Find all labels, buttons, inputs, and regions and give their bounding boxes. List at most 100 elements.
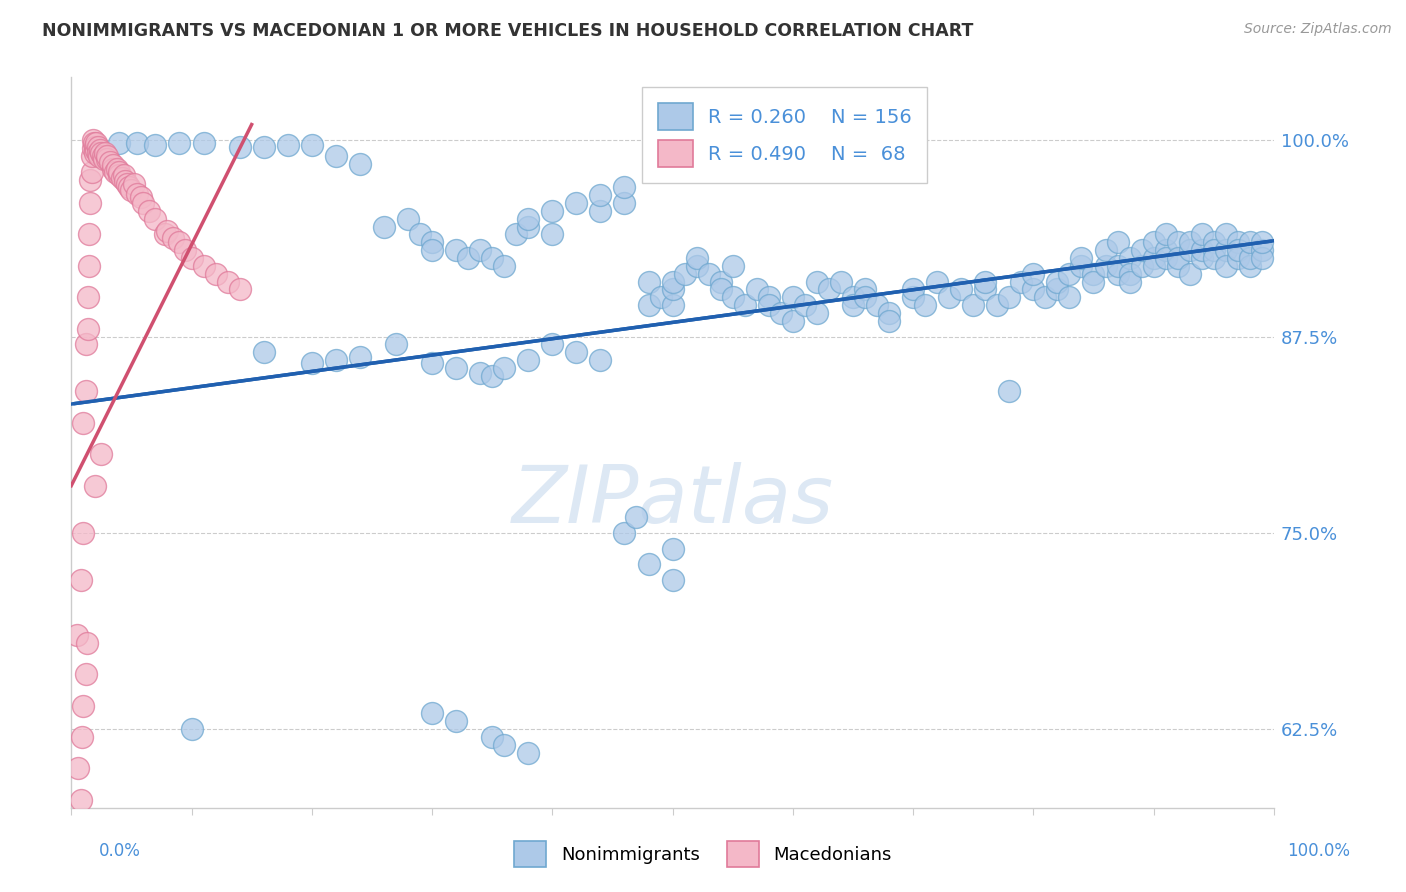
Point [253, 139, 276, 153]
Point [80, 164, 103, 178]
Point [637, 298, 659, 312]
Point [505, 227, 527, 242]
Point [866, 298, 889, 312]
Point [1022, 267, 1045, 281]
Point [1191, 243, 1213, 257]
Point [349, 350, 371, 364]
Point [938, 290, 960, 304]
Point [541, 203, 564, 218]
Point [998, 384, 1021, 399]
Point [901, 290, 924, 304]
Point [90, 145, 112, 160]
Point [66, 628, 89, 642]
Point [1010, 275, 1032, 289]
Point [1215, 227, 1237, 242]
Point [89, 143, 111, 157]
Point [613, 196, 636, 211]
Point [86, 136, 108, 151]
Text: NONIMMIGRANTS VS MACEDONIAN 1 OR MORE VEHICLES IN HOUSEHOLD CORRELATION CHART: NONIMMIGRANTS VS MACEDONIAN 1 OR MORE VE… [42, 22, 973, 40]
Point [1167, 235, 1189, 250]
Point [162, 230, 184, 244]
Point [1107, 235, 1129, 250]
Point [193, 136, 215, 151]
Point [1226, 243, 1249, 257]
Point [1142, 251, 1164, 265]
Point [129, 190, 152, 204]
Point [1202, 243, 1225, 257]
Point [114, 174, 136, 188]
Point [914, 298, 936, 312]
Point [710, 282, 733, 296]
Point [76, 636, 98, 650]
Point [193, 259, 215, 273]
Point [115, 178, 138, 192]
Point [1142, 235, 1164, 250]
Point [1154, 243, 1177, 257]
Point [1130, 243, 1153, 257]
Text: 100.0%: 100.0% [1286, 842, 1350, 860]
Point [974, 282, 997, 296]
Point [661, 298, 683, 312]
Point [80, 149, 103, 163]
Point [420, 243, 443, 257]
Point [1059, 290, 1081, 304]
Point [517, 353, 540, 368]
Point [84, 141, 107, 155]
Point [1059, 267, 1081, 281]
Point [1070, 251, 1092, 265]
Point [82, 141, 104, 155]
Point [301, 138, 323, 153]
Point [1118, 275, 1140, 289]
Point [444, 360, 467, 375]
Point [1167, 251, 1189, 265]
Point [481, 730, 503, 744]
Point [1167, 259, 1189, 273]
Point [180, 251, 202, 265]
Point [697, 267, 720, 281]
Legend: Nonimmigrants, Macedonians: Nonimmigrants, Macedonians [506, 834, 900, 874]
Point [1215, 243, 1237, 257]
Point [710, 275, 733, 289]
Point [325, 353, 347, 368]
Point [1083, 275, 1105, 289]
Point [1022, 282, 1045, 296]
Point [565, 196, 588, 211]
Point [1239, 259, 1261, 273]
Text: Source: ZipAtlas.com: Source: ZipAtlas.com [1244, 22, 1392, 37]
Point [589, 188, 612, 202]
Point [1094, 259, 1116, 273]
Point [818, 282, 841, 296]
Point [132, 196, 155, 211]
Point [111, 170, 134, 185]
Point [745, 282, 768, 296]
Point [637, 558, 659, 572]
Point [806, 306, 828, 320]
Point [122, 178, 145, 192]
Point [204, 267, 226, 281]
Point [385, 337, 408, 351]
Legend: R = 0.260    N = 156, R = 0.490    N =  68: R = 0.260 N = 156, R = 0.490 N = 68 [643, 87, 928, 183]
Point [108, 168, 131, 182]
Point [98, 155, 121, 169]
Point [103, 161, 125, 176]
Point [853, 290, 876, 304]
Point [153, 227, 176, 242]
Point [420, 235, 443, 250]
Point [228, 139, 250, 153]
Point [103, 158, 125, 172]
Point [589, 203, 612, 218]
Point [974, 275, 997, 289]
Point [661, 282, 683, 296]
Point [79, 172, 101, 186]
Point [108, 136, 131, 151]
Point [118, 180, 141, 194]
Point [86, 143, 108, 157]
Point [409, 227, 432, 242]
Point [145, 211, 167, 226]
Point [1046, 275, 1069, 289]
Text: ZIPatlas: ZIPatlas [512, 462, 834, 540]
Point [541, 337, 564, 351]
Point [77, 290, 100, 304]
Point [673, 267, 696, 281]
Point [782, 290, 804, 304]
